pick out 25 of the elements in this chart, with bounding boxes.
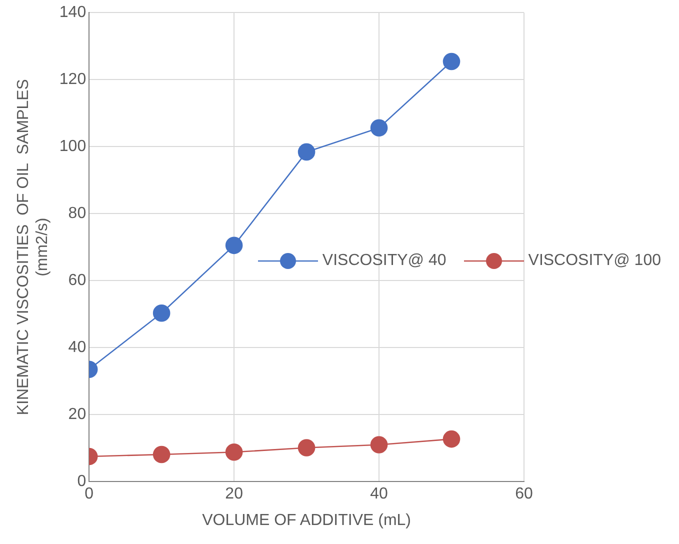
y-tick-label: 20 (68, 406, 86, 424)
x-axis-title: VOLUME OF ADDITIVE (mL) (202, 512, 412, 529)
legend-label: VISCOSITY@ 100 (528, 252, 661, 270)
y-tick-label: 40 (68, 339, 86, 356)
y-tick-label: 0 (77, 473, 86, 490)
point (442, 52, 460, 70)
legend-label: VISCOSITY@ 40 (322, 252, 446, 270)
x-tick-label: 20 (225, 486, 244, 503)
point (298, 143, 316, 161)
point (298, 439, 316, 456)
point (225, 443, 243, 461)
y-tick-label: 60 (68, 272, 86, 290)
y-axis-title: KINEMATIC VISCOSITIES OF OIL SAMPLES (mm2/s) (15, 79, 52, 416)
point (442, 430, 460, 448)
y-tick-label: 100 (59, 138, 86, 156)
point (152, 304, 170, 322)
point (152, 446, 170, 464)
x-tick-label: 60 (515, 486, 533, 503)
point (225, 236, 243, 254)
point (370, 436, 388, 454)
y-tick-label: 140 (59, 4, 86, 22)
x-tick-label: 40 (370, 486, 388, 503)
y-tick-label: 120 (59, 71, 86, 88)
y-tick-label: 80 (68, 205, 86, 222)
point (370, 119, 388, 136)
